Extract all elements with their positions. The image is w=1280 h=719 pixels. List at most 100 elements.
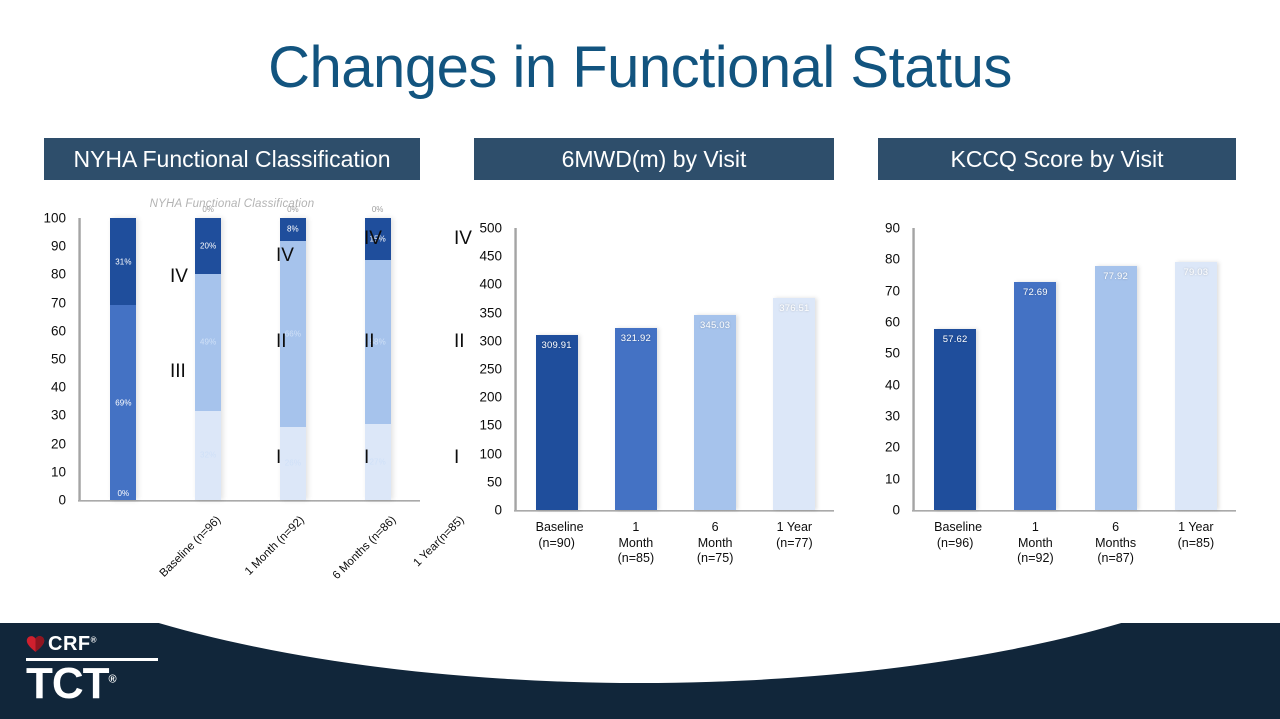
x-axis-tick-label: 1 Month (n=92) [243,514,308,578]
bar-segment-label: 26% [284,458,302,468]
y-axis-tick-label: 20 [50,436,66,452]
y-axis-tick-label: 90 [50,238,66,254]
bar-slot: 77.92 [1094,228,1137,510]
y-axis-tick-label: 100 [43,210,66,226]
panel-header-nyha: NYHA Functional Classification [44,138,420,180]
bar-segment-label: 49% [199,337,217,347]
bar: 72.69 [1014,282,1057,510]
tct-registered-mark: ® [108,673,117,686]
class-annotation: IV [364,228,382,249]
bar-value-label: 376.51 [779,302,810,314]
panel-header-kccq: KCCQ Score by Visit [878,138,1236,180]
bar-segment-label: 8% [286,224,299,234]
y-axis: 0 50 100 150 200 250 300 350 400 450 500 [474,221,514,518]
stacked-bar: 8% 66% 26% 0% [279,205,306,500]
x-axis-labels: Baseline (n=96) 1 Month (n=92) 6 Months (n… [915,520,1236,567]
y-axis-tick-label: 100 [479,446,502,462]
footer-curve-shape [0,623,1280,683]
bar-segment: 15% [364,218,391,261]
bar-value-label: 72.69 [1022,287,1048,299]
bar-slot: 321.92 [614,228,657,510]
y-axis-tick-label: 0 [892,502,900,518]
y-axis-tick-label: 0 [58,492,66,508]
y-axis-tick-label: 30 [884,408,900,424]
bar-segment: 26% [279,426,306,500]
bar-segment-label: 32% [199,450,217,460]
logo-divider [26,658,158,662]
bar-value-label: 321.92 [620,333,651,345]
bar-value-label: 345.03 [699,320,731,332]
class-annotation: I [364,447,370,468]
chart-6mwd: 0 50 100 150 200 250 300 350 400 450 500 309.91 321.… [474,221,834,572]
bar-slot: 79.03 [1174,228,1217,510]
bar-value-label: 309.91 [541,340,572,352]
class-annotation: I [276,447,282,468]
bar-segment-label: 58% [369,337,386,347]
crf-registered-mark: ® [90,635,98,645]
y-axis-tick-label: 200 [479,389,502,405]
y-axis-line [514,228,517,510]
logo-crf-text: CRF® [48,633,98,656]
x-axis-tick-label: 1 Year (n=85) [1177,520,1215,550]
x-axis-line [78,500,420,502]
bar-segment: 58% [364,260,391,424]
bar-value-label: 79.03 [1183,267,1209,279]
x-axis-tick-label: Baseline (n=96) [158,514,224,580]
x-axis-tick-label: 1 Year (n=77) [776,520,813,550]
bar-segment: 8% [279,218,306,241]
bar-value-label: 77.92 [1103,270,1129,282]
panel-header-6mwd: 6MWD(m) by Visit [474,138,834,180]
bar-segment-label: 31% [115,257,132,267]
bar-slot: 20% 49% 32% 0% [166,205,251,500]
stacked-bar: 15% 58% 27% 0% [364,205,391,500]
y-axis-tick-label: 350 [479,305,502,321]
x-axis-line [514,510,834,512]
bar-top-annotation: 0% [371,205,384,214]
y-axis-tick-label: 60 [50,323,66,339]
bar-group: 309.91 321.92 345.03 376.51 [517,228,834,510]
bar-segment: 69% [110,305,137,500]
brand-logo: CRF® TCT® [26,633,158,709]
bar-bottom-annotation: 0% [117,489,130,498]
bar: 345.03 [694,315,737,510]
bar-slot: 57.62 [934,228,977,510]
bar-top-annotation: 0% [287,205,299,214]
bar-value-label: 57.62 [942,334,968,346]
x-axis-tick-label: 1 Month (n=92) [1017,520,1054,566]
bar-slot: 31% 69% 0% [81,218,166,500]
bar: 77.92 [1094,265,1137,510]
bar-slot: 345.03 [694,228,737,510]
y-axis-tick-label: 250 [479,361,502,377]
chart-subtitle-nyha: NYHA Functional Classification [149,198,315,210]
y-axis-tick-label: 70 [50,295,66,311]
x-axis-tick-label: 6 Months (n=87) [1095,520,1137,566]
bar-segment-label: 69% [115,398,132,408]
bar-slot: 376.51 [773,228,816,510]
y-axis-tick-label: 90 [884,220,900,236]
y-axis-tick-label: 10 [50,464,66,480]
x-axis-tick-label: 6 Months (n=86) [330,514,399,582]
class-annotation: III [170,361,186,382]
class-annotation: IV [454,228,472,249]
y-axis-tick-label: 80 [884,251,900,267]
bar-slot: 309.91 [535,228,578,510]
y-axis-tick-label: 50 [884,345,900,361]
bar-segment-label: 27% [369,457,386,467]
x-axis-tick-label: Baseline (n=90) [535,520,584,550]
plot-area: 0 50 100 150 200 250 300 350 400 450 500 309.91 321.… [474,221,834,565]
y-axis-tick-label: 10 [884,471,900,487]
logo-tct-text: TCT® [26,659,117,709]
y-axis-tick-label: 500 [479,220,502,236]
y-axis-tick-label: 300 [479,333,502,349]
bar-top-annotation: 0% [202,205,214,214]
y-axis-tick-label: 400 [479,276,502,292]
panel-6mwd: 6MWD(m) by Visit 0 50 100 150 200 250 300 350 40… [474,138,834,572]
chart-kccq: 0 10 20 30 40 50 60 70 80 90 57.62 72.69 77.92 79.03 B… [878,221,1236,572]
heart-icon [26,636,45,653]
y-axis-tick-label: 60 [884,314,900,330]
bar: 57.62 [934,329,977,510]
y-axis-tick-label: 0 [494,502,502,518]
bar-group: 57.62 72.69 77.92 79.03 [915,228,1236,510]
plot-area: 0 10 20 30 40 50 60 70 80 90 57.62 72.69 77.92 79.03 B… [878,221,1236,565]
